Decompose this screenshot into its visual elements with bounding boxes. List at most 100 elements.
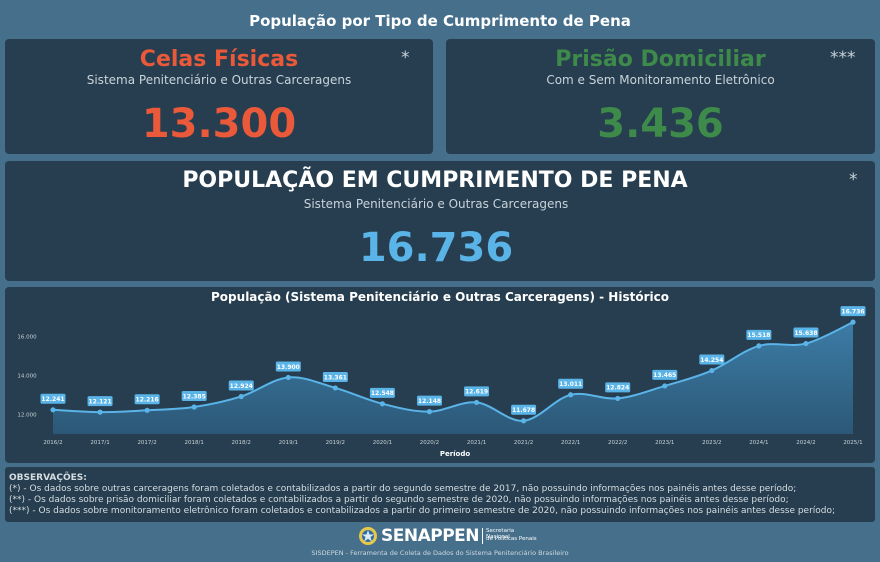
x-tick-label: 2023/1 — [655, 440, 674, 446]
history-chart[interactable]: 12.000 14.000 16.000 2016/2 2017/1 2017/2 2018… — [5, 287, 875, 463]
x-tick-label: 2022/2 — [608, 440, 627, 446]
kpi-card-domiciliar[interactable]: Prisão Domiciliar Com e Sem Monitorament… — [446, 39, 875, 154]
data-label-box — [40, 393, 66, 404]
data-label: 12.148 — [418, 398, 441, 405]
history-chart-card[interactable]: População (Sistema Penitenciário e Outra… — [5, 287, 875, 463]
data-point[interactable] — [332, 385, 338, 391]
data-point[interactable] — [662, 383, 668, 389]
data-point[interactable] — [568, 392, 574, 398]
observations-title: OBSERVAÇÕES: — [9, 473, 87, 483]
footnote-marker: *** — [830, 48, 856, 68]
x-tick-label: 2024/1 — [749, 440, 768, 446]
footer-text: SISDEPEN - Ferramenta de Coleta de Dados… — [311, 549, 569, 557]
page-title: População por Tipo de Cumprimento de Pen… — [249, 12, 631, 30]
data-point[interactable] — [615, 395, 621, 402]
footnote-marker: * — [401, 48, 410, 68]
x-tick-label: 2020/1 — [373, 440, 392, 446]
data-label: 16.736 — [841, 308, 864, 315]
observation-line: (**) - Os dados sobre prisão domiciliar … — [9, 495, 789, 505]
x-tick-label: 2020/2 — [420, 440, 439, 446]
data-point[interactable] — [756, 343, 762, 349]
data-point[interactable] — [191, 404, 197, 410]
data-label-box — [558, 378, 584, 389]
observations-panel: OBSERVAÇÕES: (*) - Os dados sobre outras… — [5, 467, 875, 522]
kpi-card-total[interactable]: POPULAÇÃO EM CUMPRIMENTO DE PENA Sistema… — [5, 161, 875, 281]
data-label: 12.216 — [136, 397, 159, 404]
x-tick-label: 2017/1 — [90, 440, 109, 446]
x-tick-label: 2022/1 — [561, 440, 580, 446]
y-tick-label: 16.000 — [17, 335, 37, 341]
data-point[interactable] — [285, 374, 291, 381]
data-label: 15.518 — [747, 332, 770, 339]
data-label: 14.254 — [700, 357, 723, 364]
data-point[interactable] — [709, 367, 715, 374]
x-tick-label: 2025/1 — [843, 440, 862, 446]
kpi-value-celas: 13.300 — [141, 101, 297, 147]
data-label-box — [416, 395, 442, 406]
data-label-box — [464, 386, 490, 397]
data-label-box — [840, 306, 866, 317]
data-label-box — [228, 380, 254, 391]
data-point[interactable] — [850, 319, 856, 325]
data-label: 13.011 — [559, 381, 582, 388]
kpi-card-celas[interactable]: Celas Físicas Sistema Penitenciário e Ou… — [5, 39, 433, 154]
data-label-box — [181, 390, 207, 401]
observation-line: (*) - Os dados sobre outras carceragens … — [9, 484, 797, 494]
data-label: 12.241 — [41, 396, 64, 403]
observation-line: (***) - Os dados sobre monitoramento ele… — [9, 506, 836, 516]
chart-title: População (Sistema Penitenciário e Outra… — [211, 290, 669, 304]
footnote-marker: * — [849, 170, 858, 190]
data-label-box — [322, 371, 348, 382]
data-label: 12.619 — [465, 389, 488, 396]
data-label: 12.924 — [230, 383, 253, 390]
data-point[interactable] — [426, 409, 433, 415]
x-tick-label: 2018/2 — [232, 440, 251, 446]
data-label: 12.548 — [371, 390, 394, 397]
data-point[interactable] — [803, 340, 809, 347]
data-label: 13.465 — [653, 372, 676, 379]
data-label-box — [511, 404, 537, 415]
data-label: 11.678 — [512, 407, 535, 414]
data-label-box — [652, 369, 678, 380]
x-tick-label: 2023/2 — [702, 440, 721, 446]
kpi-subtitle-domiciliar: Com e Sem Monitoramento Eletrônico — [546, 73, 775, 87]
data-point[interactable] — [379, 401, 386, 407]
kpi-subtitle-total: Sistema Penitenciário e Outras Carcerage… — [303, 197, 569, 211]
logo-caption: de Políticas Penais — [486, 536, 537, 542]
kpi-value-domiciliar: 3.436 — [597, 101, 724, 147]
series-area — [53, 322, 853, 434]
data-point[interactable] — [50, 407, 56, 413]
data-point[interactable] — [97, 409, 103, 415]
x-tick-label: 2016/2 — [43, 440, 62, 446]
kpi-title-domiciliar: Prisão Domiciliar — [555, 47, 766, 72]
x-tick-label: 2019/2 — [326, 440, 345, 446]
data-label-box — [699, 354, 725, 365]
x-tick-label: 2019/1 — [279, 440, 298, 446]
data-label: 15.638 — [794, 330, 817, 337]
kpi-title-total: POPULAÇÃO EM CUMPRIMENTO DE PENA — [182, 168, 688, 193]
y-tick-label: 14.000 — [17, 374, 37, 380]
x-tick-label: 2021/1 — [467, 440, 486, 446]
y-tick-label: 12.000 — [17, 413, 37, 419]
data-point[interactable] — [520, 418, 527, 424]
kpi-value-total: 16.736 — [358, 225, 514, 271]
series-line — [52, 321, 854, 422]
x-axis-label: Período — [440, 450, 471, 458]
data-label-box — [369, 387, 395, 398]
x-tick-label: 2021/2 — [514, 440, 533, 446]
data-point[interactable] — [238, 393, 244, 400]
x-tick-label: 2018/1 — [184, 440, 203, 446]
data-label: 13.361 — [324, 374, 347, 381]
senappen-logo: SENAPPEN Secretaria Nacional de Política… — [357, 525, 537, 547]
data-label-box — [87, 396, 113, 407]
logo-caption: Secretaria Nacional — [486, 528, 515, 540]
data-label-box — [275, 361, 301, 372]
data-point[interactable] — [473, 399, 480, 406]
kpi-subtitle-celas: Sistema Penitenciário e Outras Carcerage… — [86, 73, 352, 87]
x-tick-label: 2024/2 — [796, 440, 815, 446]
data-label: 12.824 — [606, 385, 629, 392]
data-label-box — [746, 329, 772, 340]
x-tick-label: 2017/2 — [137, 440, 156, 446]
data-label: 12.121 — [88, 398, 111, 405]
data-point[interactable] — [144, 407, 150, 413]
